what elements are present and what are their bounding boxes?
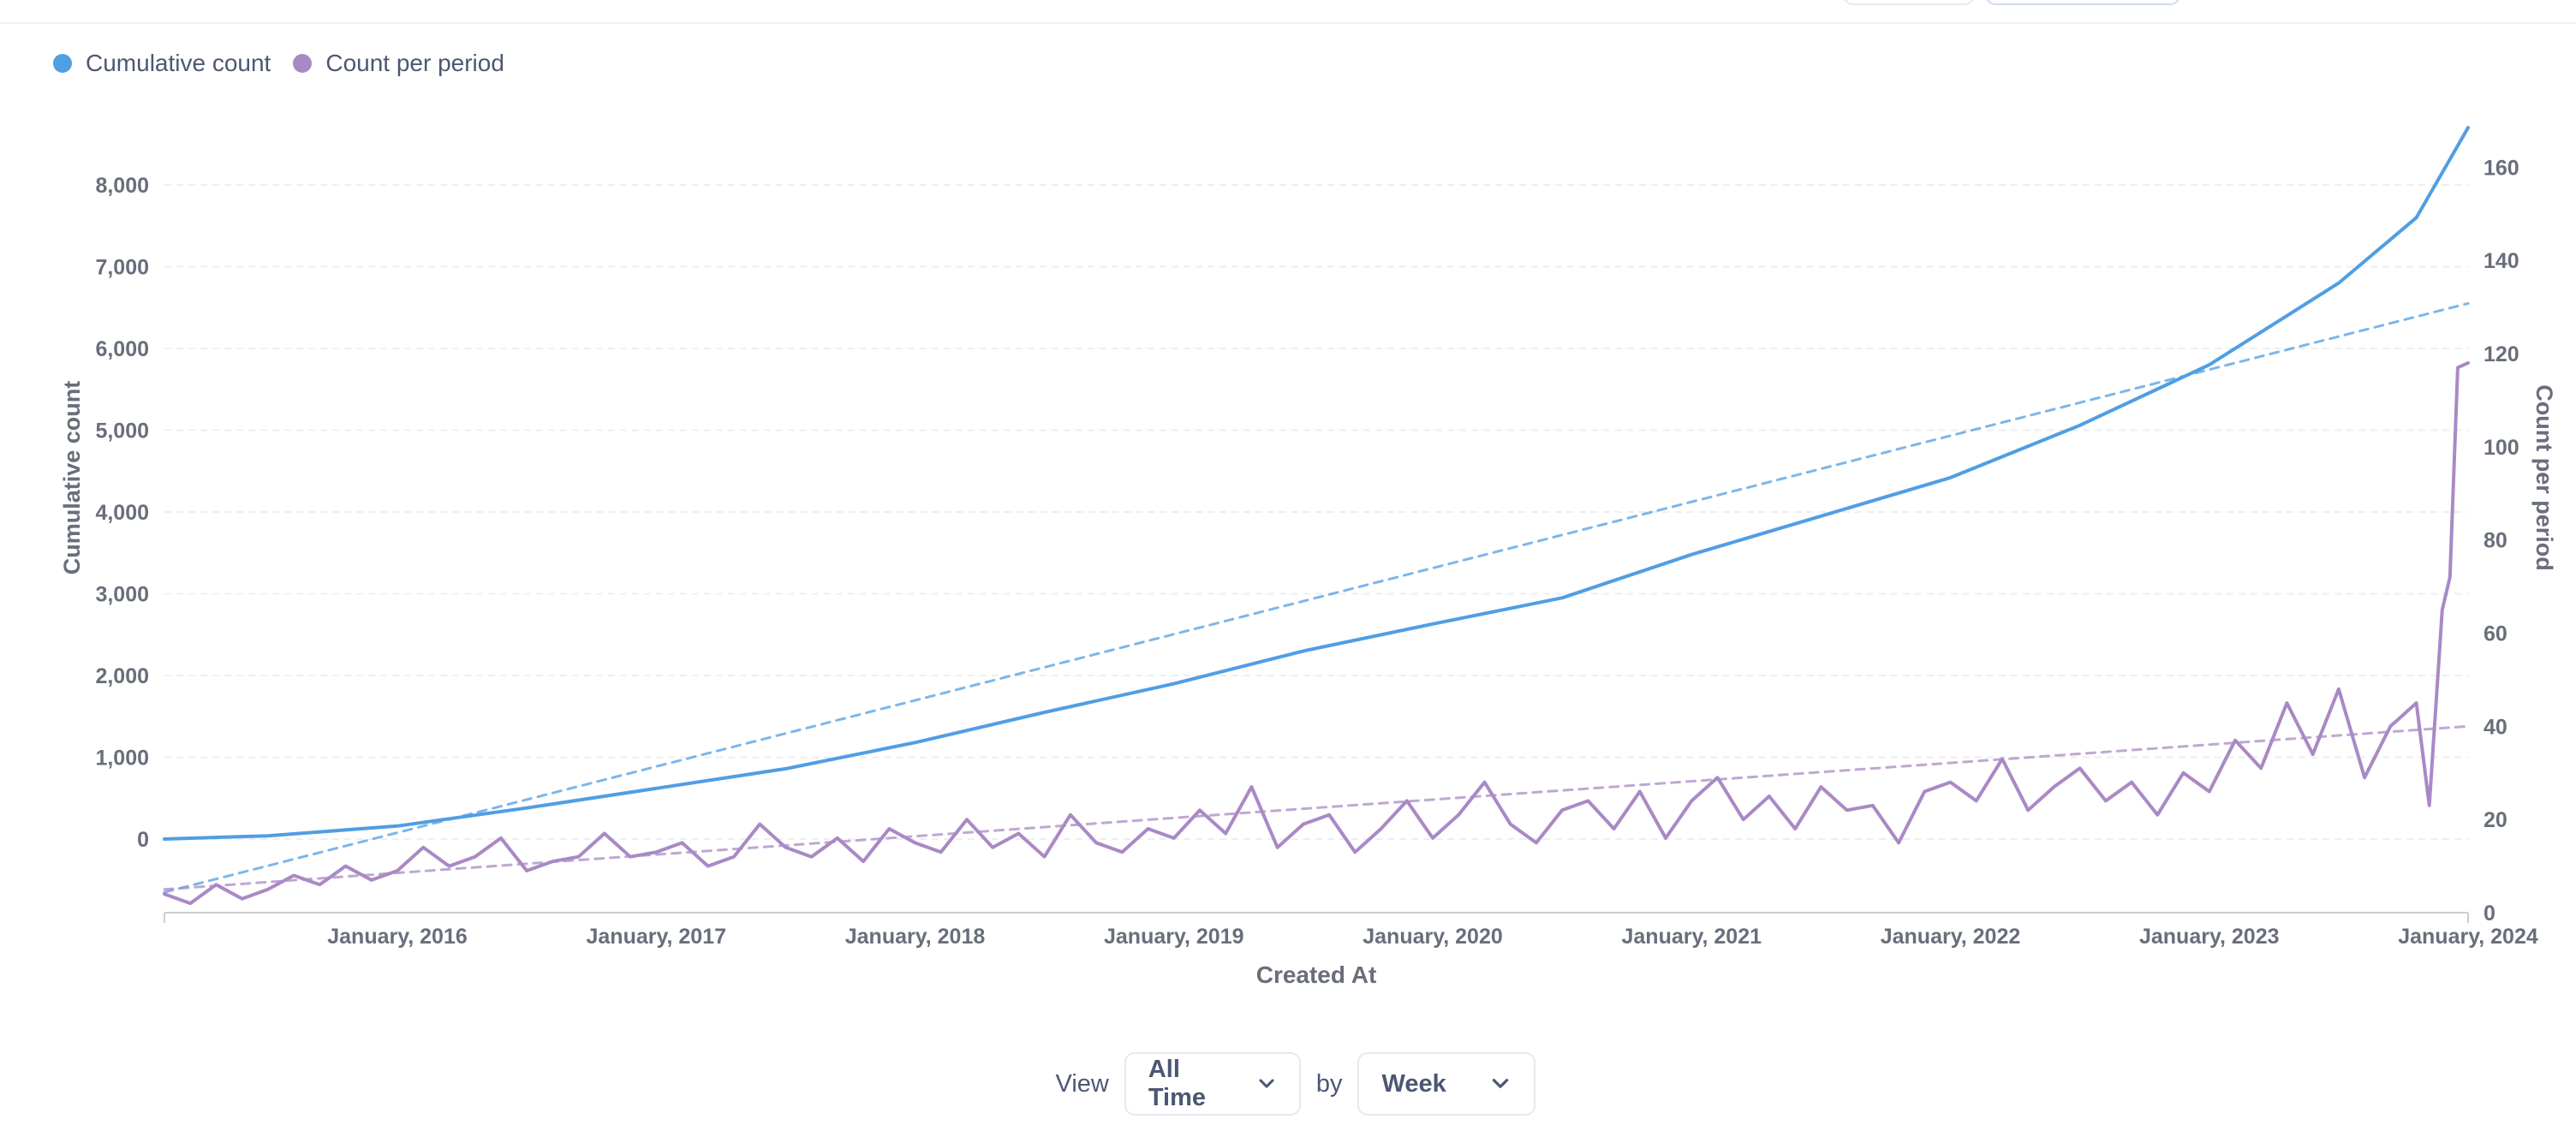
y-right-tick-label: 140 (2484, 249, 2519, 273)
x-tick-label: January, 2016 (327, 925, 468, 949)
y-left-tick-label: 7,000 (95, 255, 149, 279)
y-right-tick-label: 80 (2484, 529, 2507, 553)
x-axis-title: Created At (1256, 961, 1377, 988)
y-right-tick-label: 0 (2484, 902, 2496, 926)
y-left-tick-label: 8,000 (95, 174, 149, 198)
unit-select-value: Week (1381, 1069, 1446, 1098)
toolbar-tab[interactable] (1843, 0, 1975, 5)
y-right-axis-title: Count per period (2531, 384, 2557, 571)
x-tick-label: January, 2019 (1104, 925, 1244, 949)
unit-select[interactable]: Week (1357, 1052, 1536, 1116)
x-tick-label: January, 2018 (845, 925, 986, 949)
view-select[interactable]: All Time (1124, 1052, 1301, 1116)
line-chart: 0 1,000 2,000 3,000 4,000 5,000 6,000 7,000 8,00… (59, 126, 2557, 988)
series-line-count-per-period (163, 360, 2470, 906)
legend-item-cumulative-count[interactable]: Cumulative count (53, 50, 271, 77)
legend-item-count-per-period[interactable]: Count per period (293, 50, 504, 77)
x-tick-label: January, 2024 (2398, 925, 2538, 949)
trendline-cumulative-count (163, 301, 2470, 894)
y-left-axis-title: Cumulative count (59, 381, 85, 575)
x-tick-label: January, 2022 (1881, 925, 2021, 949)
legend-dot-count-per-period (293, 54, 313, 73)
y-right-tick-label: 60 (2484, 622, 2507, 646)
x-tick-label: January, 2023 (2139, 925, 2280, 949)
y-left-tick-label: 6,000 (95, 337, 149, 361)
y-right-tick-label: 160 (2484, 156, 2519, 180)
chevron-down-icon (1493, 1079, 1509, 1088)
x-tick-label: January, 2020 (1363, 925, 1503, 949)
chevron-down-icon (1259, 1079, 1274, 1088)
by-label: by (1315, 1069, 1343, 1098)
y-left-tick-label: 1,000 (95, 747, 149, 771)
x-tick-label: January, 2021 (1621, 925, 1762, 949)
top-divider (0, 0, 2576, 24)
legend-dot-cumulative-count (53, 54, 72, 73)
view-select-value: All Time (1148, 1056, 1207, 1111)
y-right-tick-label: 40 (2484, 715, 2507, 739)
y-right-tick-label: 20 (2484, 808, 2507, 832)
legend-label-cumulative-count: Cumulative count (86, 50, 271, 76)
y-right-tick-label: 100 (2484, 436, 2519, 460)
series-line-cumulative-count (163, 126, 2470, 841)
legend-label-count-per-period: Count per period (325, 50, 504, 76)
x-tick-label: January, 2017 (586, 925, 726, 949)
y-left-tick-label: 4,000 (95, 501, 149, 525)
y-right-tick-label: 120 (2484, 342, 2519, 366)
y-left-tick-label: 0 (137, 828, 149, 852)
time-controls: View All Time by Week (0, 1051, 2576, 1116)
view-label: View (1055, 1069, 1109, 1098)
y-left-tick-label: 2,000 (95, 664, 149, 688)
toolbar-tab-active[interactable] (1985, 0, 2180, 5)
y-left-tick-label: 5,000 (95, 419, 149, 443)
trendline-count-per-period (163, 724, 2470, 891)
y-left-tick-label: 3,000 (95, 583, 149, 607)
legend: Cumulative count Count per period (53, 50, 527, 77)
